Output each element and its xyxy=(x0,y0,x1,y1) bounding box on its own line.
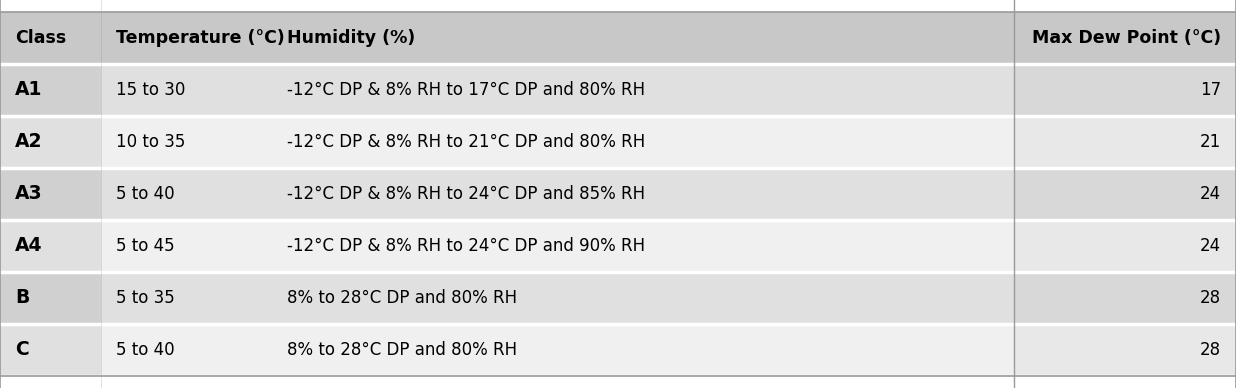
Text: 15 to 30: 15 to 30 xyxy=(116,81,185,99)
Text: -12°C DP & 8% RH to 21°C DP and 80% RH: -12°C DP & 8% RH to 21°C DP and 80% RH xyxy=(287,133,645,151)
Text: 8% to 28°C DP and 80% RH: 8% to 28°C DP and 80% RH xyxy=(287,341,517,359)
Bar xyxy=(0,116,1236,168)
Text: 28: 28 xyxy=(1200,289,1221,307)
Bar xyxy=(1014,220,1236,272)
Text: 28: 28 xyxy=(1200,341,1221,359)
Text: Temperature (°C): Temperature (°C) xyxy=(116,29,286,47)
Text: -12°C DP & 8% RH to 24°C DP and 85% RH: -12°C DP & 8% RH to 24°C DP and 85% RH xyxy=(287,185,645,203)
Text: 5 to 40: 5 to 40 xyxy=(116,185,176,203)
Bar xyxy=(0,272,1236,324)
Bar xyxy=(1014,64,1236,116)
Text: 24: 24 xyxy=(1200,185,1221,203)
Text: B: B xyxy=(15,289,30,308)
Text: 5 to 35: 5 to 35 xyxy=(116,289,176,307)
Text: 5 to 40: 5 to 40 xyxy=(116,341,176,359)
Bar xyxy=(0,220,101,272)
Bar xyxy=(0,12,1236,64)
Text: Humidity (%): Humidity (%) xyxy=(287,29,415,47)
Text: A4: A4 xyxy=(15,237,42,256)
Bar xyxy=(1014,324,1236,376)
Text: -12°C DP & 8% RH to 17°C DP and 80% RH: -12°C DP & 8% RH to 17°C DP and 80% RH xyxy=(287,81,645,99)
Bar xyxy=(0,324,1236,376)
Bar xyxy=(0,168,101,220)
Text: A1: A1 xyxy=(15,80,42,99)
Text: Max Dew Point (°C): Max Dew Point (°C) xyxy=(1032,29,1221,47)
Bar xyxy=(0,272,101,324)
Text: Class: Class xyxy=(15,29,67,47)
Bar xyxy=(0,64,1236,116)
Bar xyxy=(1014,116,1236,168)
Text: 10 to 35: 10 to 35 xyxy=(116,133,185,151)
Text: 5 to 45: 5 to 45 xyxy=(116,237,176,255)
Bar xyxy=(0,220,1236,272)
Text: 17: 17 xyxy=(1200,81,1221,99)
Bar xyxy=(1014,272,1236,324)
Text: 24: 24 xyxy=(1200,237,1221,255)
Bar xyxy=(0,324,101,376)
Bar xyxy=(0,64,101,116)
Bar xyxy=(0,116,101,168)
Text: 21: 21 xyxy=(1200,133,1221,151)
Text: C: C xyxy=(15,341,28,360)
Text: A3: A3 xyxy=(15,185,42,203)
Text: -12°C DP & 8% RH to 24°C DP and 90% RH: -12°C DP & 8% RH to 24°C DP and 90% RH xyxy=(287,237,645,255)
Bar xyxy=(1014,168,1236,220)
Text: 8% to 28°C DP and 80% RH: 8% to 28°C DP and 80% RH xyxy=(287,289,517,307)
Bar xyxy=(0,168,1236,220)
Text: A2: A2 xyxy=(15,132,42,151)
